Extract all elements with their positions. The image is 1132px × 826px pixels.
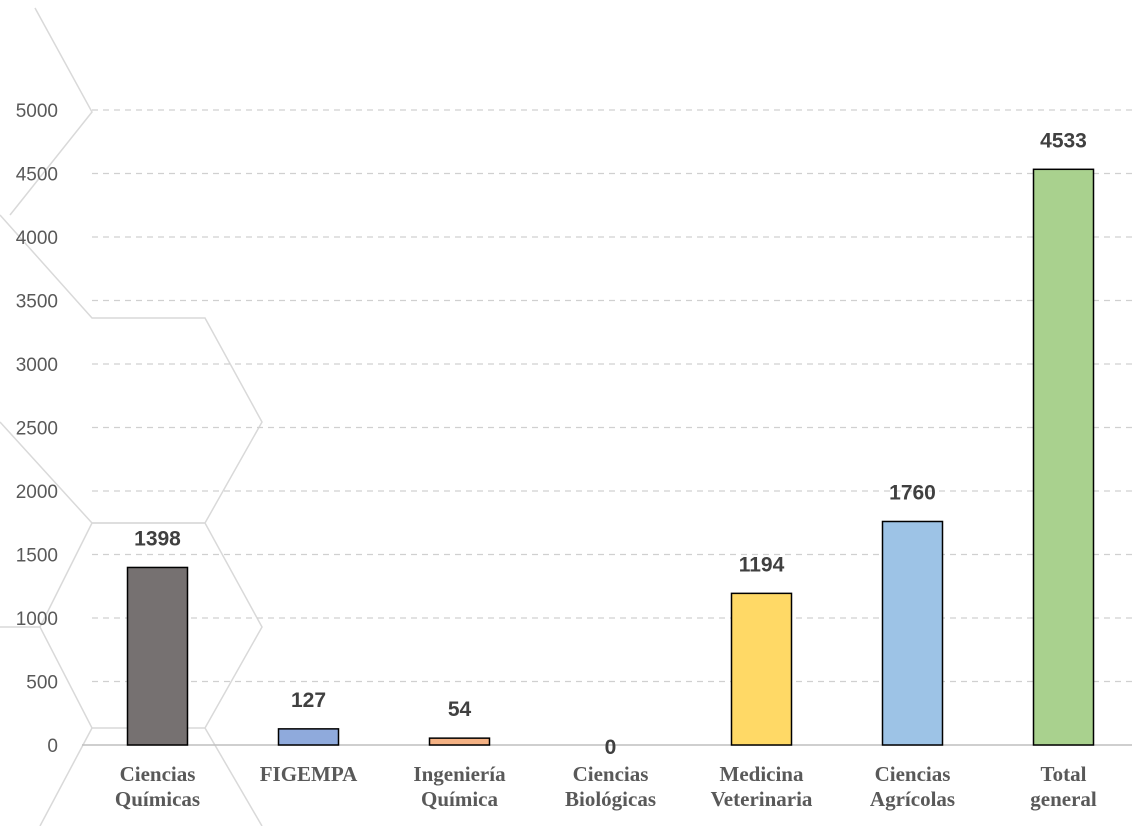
- value-label: 127: [291, 689, 326, 712]
- bar: [1032, 168, 1095, 746]
- x-tick-label: Ciencias Agrícolas: [869, 762, 956, 811]
- y-tick-label: 1000: [16, 609, 58, 630]
- y-tick-label: 0: [47, 736, 58, 757]
- y-tick-label: 3500: [16, 292, 58, 313]
- bar: [277, 728, 340, 746]
- x-tick-label: Medicina Veterinaria: [710, 762, 813, 811]
- bar: [428, 737, 491, 746]
- y-tick-label: 4000: [16, 228, 58, 249]
- x-tick-label: Ingeniería Química: [413, 762, 506, 811]
- y-tick-label: 5000: [16, 101, 58, 122]
- x-tick-label: Total general: [1030, 762, 1097, 811]
- value-label: 1398: [134, 527, 181, 550]
- y-tick-label: 4500: [16, 165, 58, 186]
- value-label: 1194: [739, 553, 785, 576]
- bar: [730, 592, 793, 746]
- y-tick-label: 500: [26, 673, 58, 694]
- y-tick-label: 2500: [16, 419, 58, 440]
- x-tick-label: Ciencias Biológicas: [564, 762, 657, 811]
- x-tick-label: Ciencias Químicas: [114, 762, 201, 811]
- value-label: 1760: [889, 481, 936, 504]
- value-label: 4533: [1040, 129, 1087, 152]
- value-label: 0: [605, 736, 617, 759]
- value-label: 54: [448, 698, 472, 721]
- hexagon-outline: [9, 7, 93, 216]
- hexagon-outline: [204, 727, 263, 826]
- bar: [881, 520, 944, 746]
- x-tick-label: FIGEMPA: [259, 762, 358, 786]
- y-tick-label: 3000: [16, 355, 58, 376]
- y-tick-label: 2000: [16, 482, 58, 503]
- bar: [126, 566, 189, 746]
- y-tick-label: 1500: [16, 546, 58, 567]
